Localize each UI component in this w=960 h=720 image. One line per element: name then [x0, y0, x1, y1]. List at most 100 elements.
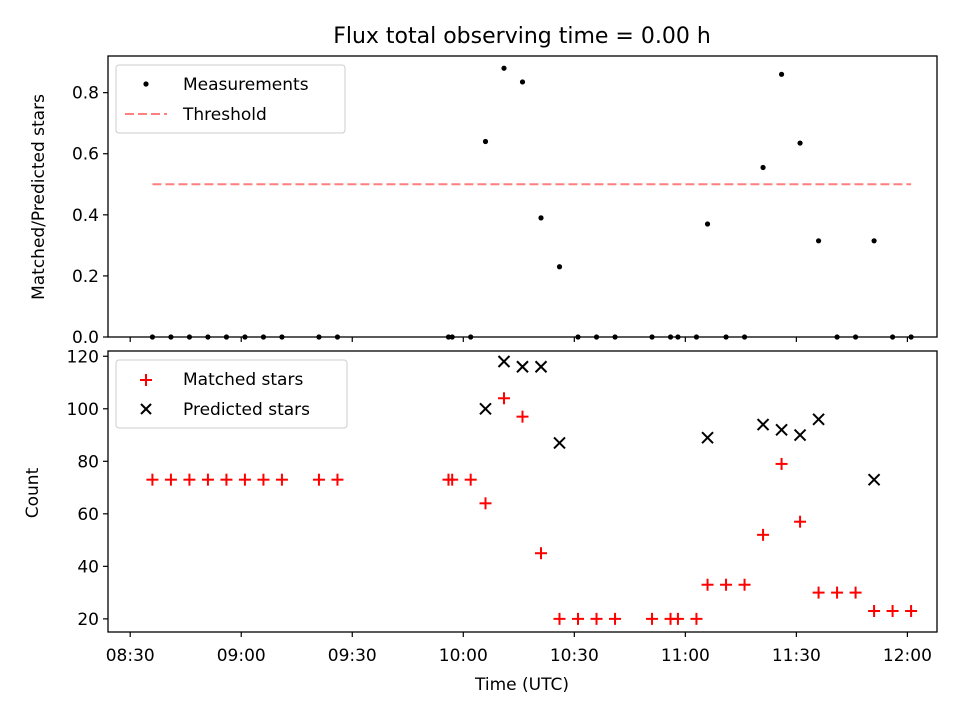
matched-stars-point — [446, 473, 459, 486]
legend-predicted-stars-marker — [140, 403, 152, 415]
predicted-stars-point — [479, 402, 492, 415]
matched-stars-point — [831, 586, 844, 599]
predicted-stars-point — [867, 473, 881, 486]
measurement-point — [778, 71, 785, 77]
legend-threshold-label: Threshold — [182, 105, 267, 125]
top-y-tick-label: 0.0 — [72, 328, 99, 348]
matched-stars-point — [257, 473, 270, 486]
top-y-axis-label: Matched/Predicted stars — [29, 94, 49, 300]
top-y-tick-label: 0.6 — [72, 145, 99, 165]
matched-stars-point — [720, 578, 733, 591]
matched-stars-point — [794, 515, 807, 528]
matched-stars-point — [572, 612, 585, 625]
predicted-stars-point — [553, 436, 566, 450]
matched-stars-point — [331, 473, 344, 486]
measurement-point — [797, 140, 803, 146]
matched-stars-point — [905, 604, 918, 617]
top-y-tick-label: 0.8 — [72, 84, 99, 104]
predicted-stars-point — [534, 360, 548, 373]
top-x-ticks — [129, 337, 908, 342]
measurement-point — [538, 215, 544, 221]
matched-stars-point — [201, 473, 214, 486]
x-tick-label: 12:00 — [883, 646, 932, 666]
measurement-point — [760, 164, 766, 171]
predicted-stars-point — [793, 428, 807, 442]
measurement-point — [704, 221, 711, 227]
matched-stars-point — [886, 604, 899, 617]
matched-stars-point — [497, 392, 510, 405]
bottom-y-tick-label: 100 — [67, 400, 99, 420]
top-legend-box — [115, 64, 346, 134]
bottom-legend: Matched stars Predicted stars — [115, 359, 348, 429]
matched-stars-point — [868, 604, 881, 617]
x-tick-label: 11:30 — [772, 646, 821, 666]
bottom-legend-box — [115, 359, 348, 429]
bottom-y-ticks: 20 40 60 80 100 120 — [67, 347, 108, 630]
legend-predicted-stars-label: Predicted stars — [183, 400, 310, 420]
matched-stars-point — [516, 410, 529, 423]
x-tick-label: 09:30 — [328, 646, 377, 666]
x-tick-label: 10:00 — [439, 646, 488, 666]
matched-stars-point — [146, 473, 159, 486]
top-y-ticks: 0.0 0.2 0.4 0.6 0.8 — [72, 84, 108, 348]
measurement-point — [501, 65, 507, 71]
matched-stars-point — [464, 473, 477, 486]
x-tick-label: 09:00 — [217, 646, 266, 666]
legend-matched-stars-marker — [140, 374, 152, 386]
predicted-stars-point — [497, 355, 511, 368]
bottom-y-tick-label: 40 — [77, 557, 99, 577]
matched-stars-point — [701, 578, 714, 591]
matched-stars-point — [238, 473, 251, 486]
measurement-point — [482, 138, 489, 145]
bottom-panel: 20 40 60 80 100 120 08:30 09:00 09:30 10:00 10:30… — [23, 347, 938, 695]
x-axis-label: Time (UTC) — [474, 675, 569, 695]
matched-stars-point — [646, 612, 659, 625]
bottom-y-tick-label: 80 — [77, 452, 99, 472]
x-tick-label: 11:00 — [661, 646, 710, 666]
matched-stars-point — [275, 473, 288, 486]
matched-stars-point — [479, 497, 492, 510]
legend-measurements-label: Measurements — [183, 75, 309, 95]
top-y-tick-label: 0.4 — [72, 206, 99, 226]
matched-stars-point — [535, 547, 548, 560]
top-plot-frame — [107, 55, 938, 338]
matched-stars-point — [671, 612, 684, 625]
matched-stars-point — [757, 528, 770, 541]
matched-stars-point — [553, 612, 566, 625]
top-y-tick-label: 0.2 — [72, 267, 99, 287]
measurement-point — [815, 238, 822, 244]
matched-stars-point — [312, 473, 325, 486]
top-legend: Measurements Threshold — [115, 64, 346, 134]
measurement-point — [519, 79, 526, 85]
bottom-y-tick-label: 120 — [67, 347, 99, 367]
bottom-x-ticks: 08:30 09:00 09:30 10:00 10:30 11:00 11:30 12:00 — [106, 632, 932, 666]
bottom-plot-frame — [107, 350, 938, 633]
matched-stars-point — [590, 612, 603, 625]
measurement-point — [556, 264, 563, 270]
matched-stars-point — [690, 612, 703, 625]
matched-stars-point — [609, 612, 622, 625]
matched-stars-point — [775, 457, 788, 470]
predicted-stars-point — [701, 431, 714, 444]
x-tick-label: 08:30 — [106, 646, 155, 666]
measurement-point — [871, 238, 877, 244]
bottom-marks-layer — [146, 355, 918, 625]
predicted-stars-point — [775, 423, 788, 436]
matched-stars-point — [220, 473, 233, 486]
predicted-stars-point — [756, 418, 770, 431]
legend-measurements-marker — [143, 81, 149, 87]
predicted-stars-point — [812, 413, 825, 426]
matched-stars-point — [849, 586, 862, 599]
chart-title: Flux total observing time = 0.00 h — [333, 24, 711, 49]
matched-stars-point — [738, 578, 751, 591]
matched-stars-point — [183, 473, 196, 486]
top-panel: 0.00.20.40.60.8 Matched/Predicted stars … — [29, 55, 938, 348]
matched-stars-point — [164, 473, 177, 486]
predicted-stars-point — [516, 360, 529, 373]
matched-stars-point — [812, 586, 825, 599]
bottom-y-tick-label: 60 — [77, 505, 99, 525]
x-tick-label: 10:30 — [550, 646, 599, 666]
legend-matched-stars-label: Matched stars — [183, 370, 303, 390]
bottom-y-axis-label: Count — [23, 467, 43, 518]
